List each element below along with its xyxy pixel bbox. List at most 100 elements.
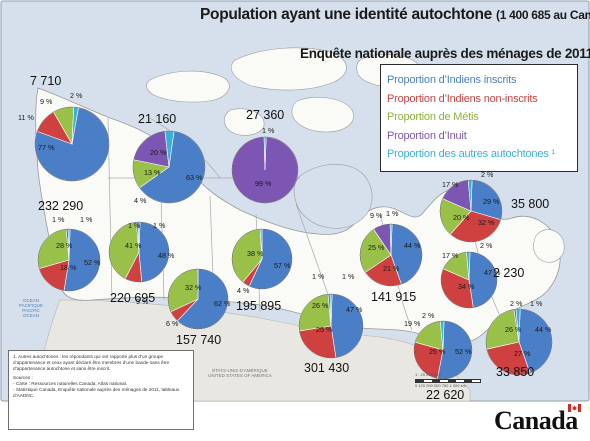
pie-outline-ontario — [298, 293, 364, 359]
pie-pei: 47 % 34 % 17 % 2 % 2 230 — [440, 241, 524, 309]
scale-ratio: 1 : 25 000 000 — [415, 372, 441, 377]
legend-item-non-registered: Proportion d’Indiens non-inscrits — [387, 92, 538, 105]
pie-label-ns-4: 2 % — [510, 299, 523, 308]
pie-total-nb: 22 620 — [426, 388, 464, 402]
pie-label-ontario-0: 47 % — [346, 305, 363, 314]
pie-outline-ns — [485, 308, 553, 376]
pie-total-quebec: 141 915 — [371, 290, 416, 304]
pie-nwt: 63 % 13 % 20 % 4 % 21 160 — [132, 112, 206, 205]
pie-label-bc-0: 52 % — [84, 258, 101, 267]
pie-label-ns-3: 1 % — [530, 299, 543, 308]
pie-total-pei: 2 230 — [493, 266, 524, 280]
pie-label-nwt-3: 20 % — [150, 148, 167, 157]
maple-flag-icon — [568, 404, 581, 412]
pie-label-bc-1: 18 % — [60, 263, 77, 272]
pie-label-ontario-3: 1 % — [312, 272, 325, 281]
pie-label-ns-1: 27 % — [514, 349, 531, 358]
pie-outline-quebec — [359, 223, 423, 287]
pie-label-nl-2: 20 % — [453, 213, 470, 222]
title-total: (1 400 685 au Canada) — [496, 8, 590, 22]
pie-label-yukon-0: 77 % — [38, 143, 55, 152]
pie-outline-saskatchewan — [167, 268, 229, 330]
pie-label-quebec-1: 21 % — [383, 264, 400, 273]
footnote-1: 1. Autres autochtones : les répondants q… — [13, 354, 170, 372]
legend: Proportion d’Indiens inscrits Proportion… — [380, 64, 578, 172]
pie-label-bc-2: 28 % — [56, 241, 73, 250]
legend-item-inuit: Proportion d’Inuit — [387, 129, 467, 142]
pie-label-quebec-2: 25 % — [368, 243, 385, 252]
pie-total-manitoba: 195 895 — [236, 299, 281, 313]
pie-outline-manitoba — [231, 228, 293, 290]
pie-yukon: 77 % 11 % 9 % 2 % 7 710 — [18, 74, 110, 182]
pie-label-alberta-3: 1 % — [128, 221, 141, 230]
pie-total-ontario: 301 430 — [304, 361, 349, 375]
canada-wordmark: Canada — [494, 404, 581, 436]
pie-label-quebec-3: 9 % — [370, 211, 383, 220]
pie-label-nb-1: 26 % — [429, 347, 446, 356]
pie-label-pei-1: 34 % — [458, 282, 475, 291]
pie-label-manitoba-2: 38 % — [247, 249, 264, 258]
map-subtitle: Enquête nationale auprès des ménages de … — [300, 46, 590, 61]
pie-label-yukon-1: 11 % — [18, 113, 34, 122]
pie-saskatchewan: 62 % 6 % 32 % 157 740 — [166, 268, 231, 347]
pie-label-ns-0: 44 % — [535, 325, 552, 334]
pie-label-ns-2: 26 % — [505, 325, 522, 334]
pie-label-manitoba-0: 57 % — [274, 261, 291, 270]
source-1: - Carte : Ressources naturelles Canada, … — [13, 380, 128, 386]
pie-outline-pei — [440, 251, 498, 309]
pie-label-nunavut-3: 99 % — [255, 179, 272, 188]
pie-label-nwt-4: 4 % — [134, 196, 147, 205]
pie-manitoba: 57 % 4 % 38 % 195 895 — [231, 228, 293, 313]
pie-outline-bc — [37, 228, 101, 292]
pie-label-bc-4: 1 % — [80, 215, 93, 224]
canada-wordmark-text: Canada — [494, 406, 578, 435]
pie-nb: 52 % 26 % 19 %2 % 22 620 — [404, 311, 473, 402]
pie-label-ontario-2: 26 % — [312, 301, 329, 310]
legend-item-metis: Proportion de Métis — [387, 111, 479, 123]
pie-label-nb-4: 2 % — [422, 311, 435, 320]
pie-label-manitoba-1: 4 % — [237, 286, 250, 295]
newfoundland-island — [533, 229, 565, 263]
pie-total-alberta: 220 695 — [110, 291, 155, 305]
pie-label-alberta-2: 41 % — [125, 241, 142, 250]
pie-label-alberta-4: 1 % — [153, 221, 166, 230]
legend-item-other: Proportion des autres autochtones ¹ — [387, 148, 555, 160]
pie-label-yukon-2: 9 % — [40, 97, 53, 106]
pie-label-nl-4: 2 % — [481, 170, 494, 179]
pie-outline-yukon — [34, 106, 110, 182]
pie-label-saskatchewan-0: 62 % — [214, 299, 231, 308]
pie-total-nunavut: 27 360 — [246, 108, 284, 122]
pie-total-ns: 33 850 — [496, 365, 534, 379]
pie-label-pei-4: 2 % — [480, 241, 493, 250]
pie-outline-nl — [439, 179, 503, 243]
pie-total-bc: 232 290 — [38, 199, 83, 213]
pie-ns: 44 % 27 % 26 % 1 % 2 % 33 850 — [485, 299, 553, 379]
scale-ticks: 0 125 250 500 750 1 000 km — [415, 383, 466, 388]
pacific-ocean-label: OCEAN PACIFIQUE PACIFIC OCEAN — [19, 298, 43, 318]
pie-label-ontario-1: 25 % — [316, 325, 333, 334]
hudson-bay — [293, 164, 373, 229]
source-2: - Statistique Canada, Enquête nationale … — [13, 387, 180, 399]
pie-nunavut: 99 % 1 % 27 360 — [231, 108, 299, 204]
usa-label: ÉTATS-UNIS D’AMÉRIQUE UNITED STATES OF A… — [208, 368, 272, 378]
pie-label-nb-0: 52 % — [455, 347, 472, 356]
pie-label-bc-3: 1 % — [52, 215, 65, 224]
pie-total-nwt: 21 160 — [138, 112, 176, 126]
scale-graphic — [415, 379, 481, 383]
pie-bc: 52 % 18 % 28 % 1 % 1 % 232 290 — [37, 199, 101, 292]
pie-label-yukon-4: 2 % — [70, 91, 83, 100]
pie-charts: 77 % 11 % 9 % 2 % 7 710 63 % 13 % 20 % 4 % 21 160… — [18, 74, 553, 402]
title-text: Population ayant une identité autochtone — [200, 6, 492, 23]
pie-label-nl-1: 32 % — [478, 218, 495, 227]
pie-label-saskatchewan-1: 6 % — [166, 319, 179, 328]
pie-nl: 29 % 32 % 20 % 17 % 2 % 35 800 — [439, 170, 549, 243]
scale-bar: 1 : 25 000 000 0 125 250 500 750 1 000 k… — [415, 372, 481, 388]
pie-label-nunavut-4: 1 % — [262, 126, 275, 135]
pie-label-nb-2: 19 % — [404, 319, 421, 328]
pie-label-nl-3: 17 % — [442, 180, 459, 189]
map-title: Population ayant une identité autochtone… — [200, 6, 590, 24]
pie-label-quebec-4: 1 % — [386, 209, 399, 218]
footnotes-box: 1. Autres autochtones : les répondants q… — [8, 350, 194, 430]
pie-total-saskatchewan: 157 740 — [176, 333, 221, 347]
pie-label-quebec-0: 44 % — [404, 241, 421, 250]
